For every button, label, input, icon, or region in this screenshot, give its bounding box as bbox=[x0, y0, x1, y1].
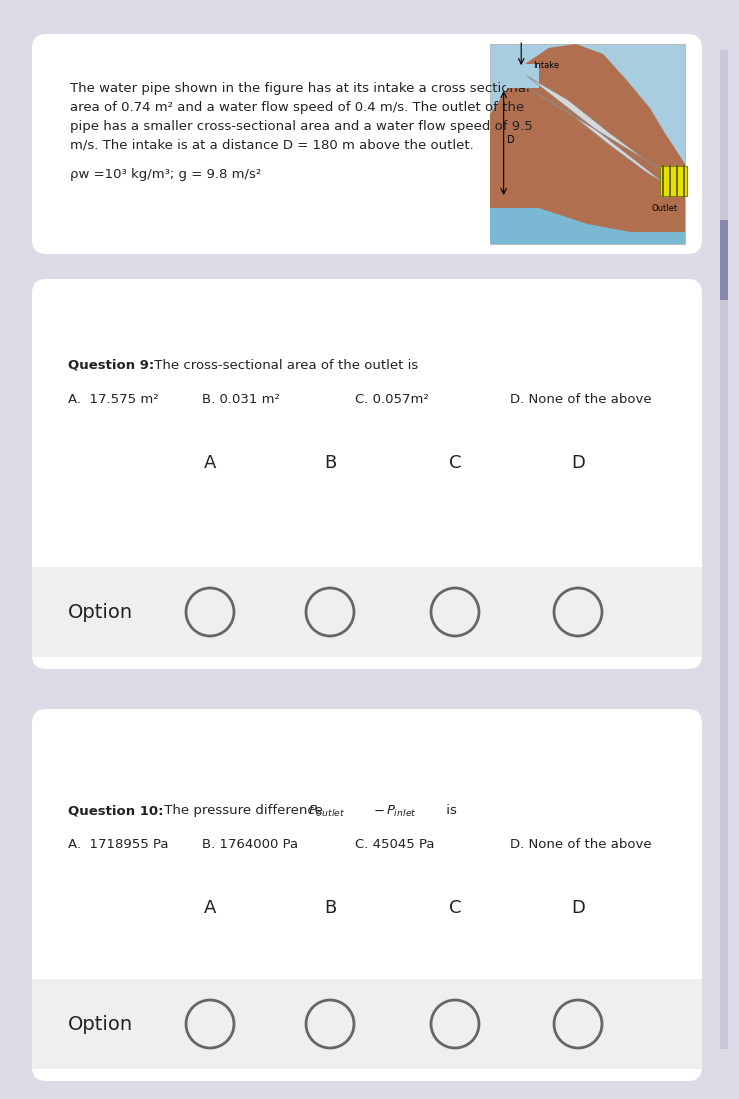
Text: The water pipe shown in the figure has at its intake a cross sectional: The water pipe shown in the figure has a… bbox=[70, 82, 530, 95]
Text: B: B bbox=[324, 454, 336, 471]
Text: Option: Option bbox=[68, 1014, 133, 1033]
Text: C. 45045 Pa: C. 45045 Pa bbox=[355, 839, 435, 851]
Text: ρw =10³ kg/m³; g = 9.8 m/s²: ρw =10³ kg/m³; g = 9.8 m/s² bbox=[70, 168, 262, 181]
Text: Question 10:: Question 10: bbox=[68, 804, 163, 817]
FancyBboxPatch shape bbox=[660, 166, 687, 196]
Text: Option: Option bbox=[68, 602, 133, 622]
Text: The pressure difference: The pressure difference bbox=[160, 804, 327, 817]
Text: is: is bbox=[442, 804, 457, 817]
Text: m/s. The intake is at a distance D = 180 m above the outlet.: m/s. The intake is at a distance D = 180… bbox=[70, 138, 474, 152]
Text: D. None of the above: D. None of the above bbox=[510, 839, 652, 851]
FancyBboxPatch shape bbox=[720, 220, 728, 300]
Text: Outlet: Outlet bbox=[652, 204, 678, 213]
Polygon shape bbox=[490, 208, 685, 244]
Text: D: D bbox=[507, 135, 514, 145]
Text: B. 0.031 m²: B. 0.031 m² bbox=[202, 393, 280, 406]
Text: Question 9:: Question 9: bbox=[68, 359, 154, 371]
Text: D: D bbox=[571, 454, 585, 471]
Polygon shape bbox=[527, 76, 666, 184]
Text: area of 0.74 m² and a water flow speed of 0.4 m/s. The outlet of the: area of 0.74 m² and a water flow speed o… bbox=[70, 101, 524, 114]
FancyBboxPatch shape bbox=[32, 979, 702, 1069]
FancyBboxPatch shape bbox=[32, 34, 702, 254]
FancyBboxPatch shape bbox=[32, 709, 702, 1081]
Text: C: C bbox=[449, 899, 461, 917]
Text: $-$: $-$ bbox=[373, 804, 385, 817]
Text: A.  1718955 Pa: A. 1718955 Pa bbox=[68, 839, 168, 851]
Text: C. 0.057m²: C. 0.057m² bbox=[355, 393, 429, 406]
Text: B. 1764000 Pa: B. 1764000 Pa bbox=[202, 839, 298, 851]
Text: pipe has a smaller cross-sectional area and a water flow speed of 9.5: pipe has a smaller cross-sectional area … bbox=[70, 120, 533, 133]
Text: C: C bbox=[449, 454, 461, 471]
FancyBboxPatch shape bbox=[490, 44, 685, 244]
FancyBboxPatch shape bbox=[32, 567, 702, 657]
FancyBboxPatch shape bbox=[32, 279, 702, 669]
Text: A: A bbox=[204, 454, 217, 471]
Text: Intake: Intake bbox=[533, 62, 559, 70]
Text: $P_\mathit{inlet}$: $P_\mathit{inlet}$ bbox=[386, 804, 417, 819]
Text: The cross-sectional area of the outlet is: The cross-sectional area of the outlet i… bbox=[150, 359, 418, 371]
Text: D: D bbox=[571, 899, 585, 917]
Polygon shape bbox=[505, 64, 539, 88]
Text: A: A bbox=[204, 899, 217, 917]
Text: $P_\mathit{outlet}$: $P_\mathit{outlet}$ bbox=[308, 804, 345, 819]
Polygon shape bbox=[490, 44, 685, 244]
FancyBboxPatch shape bbox=[720, 49, 728, 1050]
Text: D. None of the above: D. None of the above bbox=[510, 393, 652, 406]
Text: A.  17.575 m²: A. 17.575 m² bbox=[68, 393, 159, 406]
Text: B: B bbox=[324, 899, 336, 917]
